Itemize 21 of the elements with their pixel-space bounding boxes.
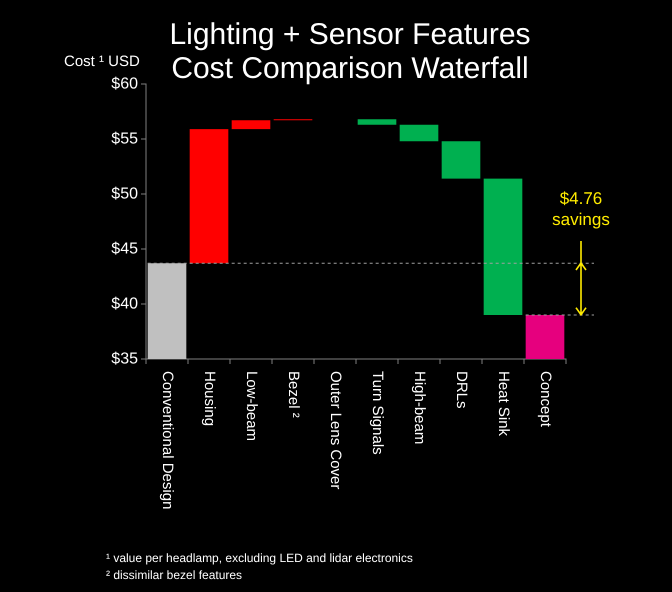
chart-title: Lighting + Sensor Features Cost Comparison Waterfall [168, 18, 532, 86]
x-tick-label: Conventional Design [158, 371, 176, 510]
y-tick-label: $40 [111, 295, 138, 312]
y-tick-label: $50 [111, 185, 138, 202]
y-tick-label: $60 [111, 75, 138, 92]
x-tick-label: Turn Signals [368, 371, 386, 455]
x-tick-label: Low-beam [242, 371, 260, 442]
annotation: $4.76 savings [551, 188, 611, 230]
x-tick-label: Bezel ² [284, 371, 302, 418]
x-tick-label: Outer Lens Cover [326, 371, 344, 490]
x-tick-label: High-beam [410, 371, 428, 444]
text: ¹ value per headlamp, excluding LED and lidar electronics [106, 551, 413, 565]
y-axis-title: Cost ¹ USD [64, 53, 140, 70]
y-tick-label: $55 [111, 130, 138, 148]
text: ² dissimilar bezel features [106, 568, 242, 582]
x-tick-label: Concept [536, 371, 554, 428]
x-tick-label: Housing [200, 371, 218, 426]
x-tick-label: Heat Sink [494, 371, 512, 437]
x-tick-label: DRLs [452, 371, 470, 409]
y-tick-label: $35 [111, 350, 138, 368]
y-tick-label: $45 [111, 240, 138, 258]
